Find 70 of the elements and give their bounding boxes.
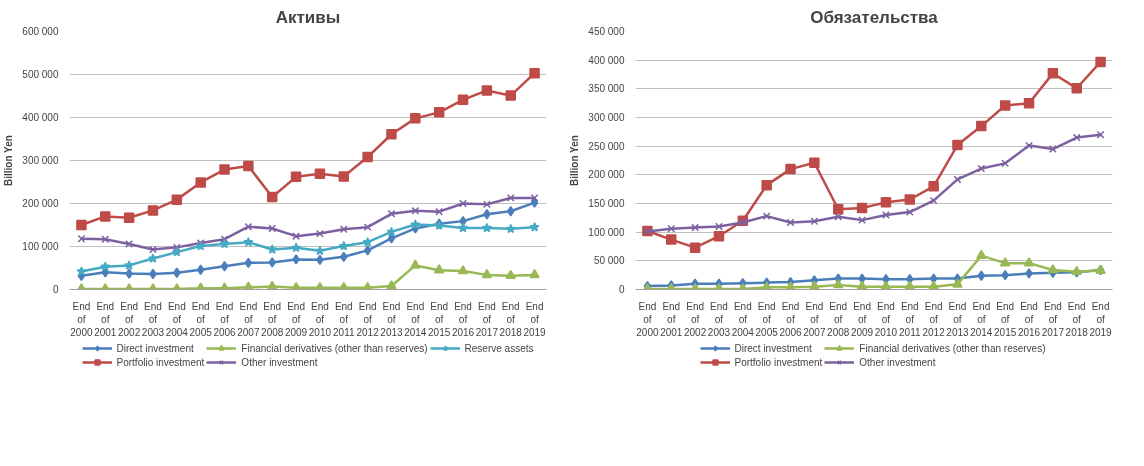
x-tick-label: End of 2004 (165, 300, 189, 338)
x-tick-label: End of 2012 (922, 300, 946, 338)
x-tick-label: End of 2003 (141, 300, 165, 338)
y-tick-label: 400 000 (588, 54, 625, 66)
y-tick-label: 50 000 (593, 255, 625, 267)
x-tick-label: End of 2001 (94, 300, 117, 338)
x-tick-label: End of 2004 (731, 300, 755, 338)
y-tick-label: 300 000 (588, 112, 625, 123)
x-tick-label: End of 2000 (70, 300, 93, 338)
x-tick-label: End of 2006 (779, 300, 803, 338)
x-tick-label: End of 2008 (261, 300, 284, 338)
legend-label: Financial derivatives (other than reserves) (241, 342, 428, 354)
y-tick-label: 300 000 (22, 155, 59, 166)
x-tick-label: End of 2002 (118, 300, 141, 338)
y-tick-label: 100 000 (588, 226, 625, 238)
x-tick-label: End of 2019 (1089, 300, 1113, 338)
y-tick-label: 200 000 (22, 198, 59, 209)
y-tick-label: 0 (52, 284, 59, 295)
y-tick-label: 600 000 (22, 26, 59, 37)
legend-label: Reserve assets (464, 342, 534, 354)
x-tick-label: End of 2008 (827, 300, 850, 338)
x-tick-label: End of 2012 (356, 300, 380, 338)
x-tick-label: End of 2006 (213, 300, 237, 338)
x-tick-label: End of 2009 (850, 300, 874, 338)
y-tick-label: 100 000 (22, 241, 59, 252)
x-tick-label: End of 2010 (308, 300, 332, 338)
x-tick-label: End of 2018 (1065, 300, 1089, 338)
x-tick-label: End of 2000 (636, 300, 659, 338)
x-tick-label: End of 2014 (404, 300, 427, 338)
y-axis-title: Billion Yen (3, 135, 15, 187)
x-tick-label: End of 2017 (1041, 300, 1065, 338)
x-tick-label: End of 2014 (970, 300, 993, 338)
x-tick-label: End of 2005 (755, 300, 779, 338)
legend-label: Direct investment (116, 342, 194, 354)
y-tick-label: 0 (618, 284, 625, 295)
x-tick-label: End of 2016 (1017, 300, 1041, 338)
y-tick-label: 400 000 (22, 112, 59, 123)
x-tick-label: End of 2009 (284, 300, 308, 338)
x-tick-label: End of 2017 (475, 300, 499, 338)
x-tick-label: End of 2013 (380, 300, 404, 338)
x-tick-label: End of 2011 (333, 300, 355, 338)
x-tick-label: End of 2019 (523, 300, 547, 338)
y-tick-label: 450 000 (588, 26, 625, 37)
x-tick-label: End of 2010 (874, 300, 898, 338)
y-tick-label: 150 000 (588, 198, 625, 209)
x-tick-label: End of 2007 (803, 300, 826, 338)
x-tick-label: End of 2011 (899, 300, 921, 338)
legend-label: Financial derivatives (other than reserves) (859, 342, 1046, 354)
y-tick-label: 350 000 (588, 83, 625, 95)
x-tick-label: End of 2007 (237, 300, 260, 338)
legend-label: Other investment (859, 356, 936, 368)
y-axis-title: Billion Yen (569, 135, 581, 187)
x-tick-label: End of 2016 (451, 300, 475, 338)
x-tick-label: End of 2001 (660, 300, 683, 338)
y-tick-label: 500 000 (22, 69, 59, 80)
y-tick-label: 250 000 (588, 140, 625, 152)
x-tick-label: End of 2013 (946, 300, 970, 338)
x-tick-label: End of 2005 (189, 300, 213, 338)
chart-title: Обязательства (810, 7, 939, 27)
chart-title: Активы (275, 7, 341, 27)
x-tick-label: End of 2002 (684, 300, 707, 338)
x-tick-label: End of 2018 (499, 300, 523, 338)
legend-label: Direct investment (734, 342, 812, 354)
legend-label: Other investment (241, 356, 318, 368)
x-tick-label: End of 2015 (994, 300, 1017, 338)
y-tick-label: 200 000 (588, 169, 625, 181)
legend-label: Portfolio investment (116, 356, 205, 368)
x-tick-label: End of 2015 (428, 300, 451, 338)
x-tick-label: End of 2003 (707, 300, 731, 338)
legend-label: Portfolio investment (734, 356, 823, 368)
